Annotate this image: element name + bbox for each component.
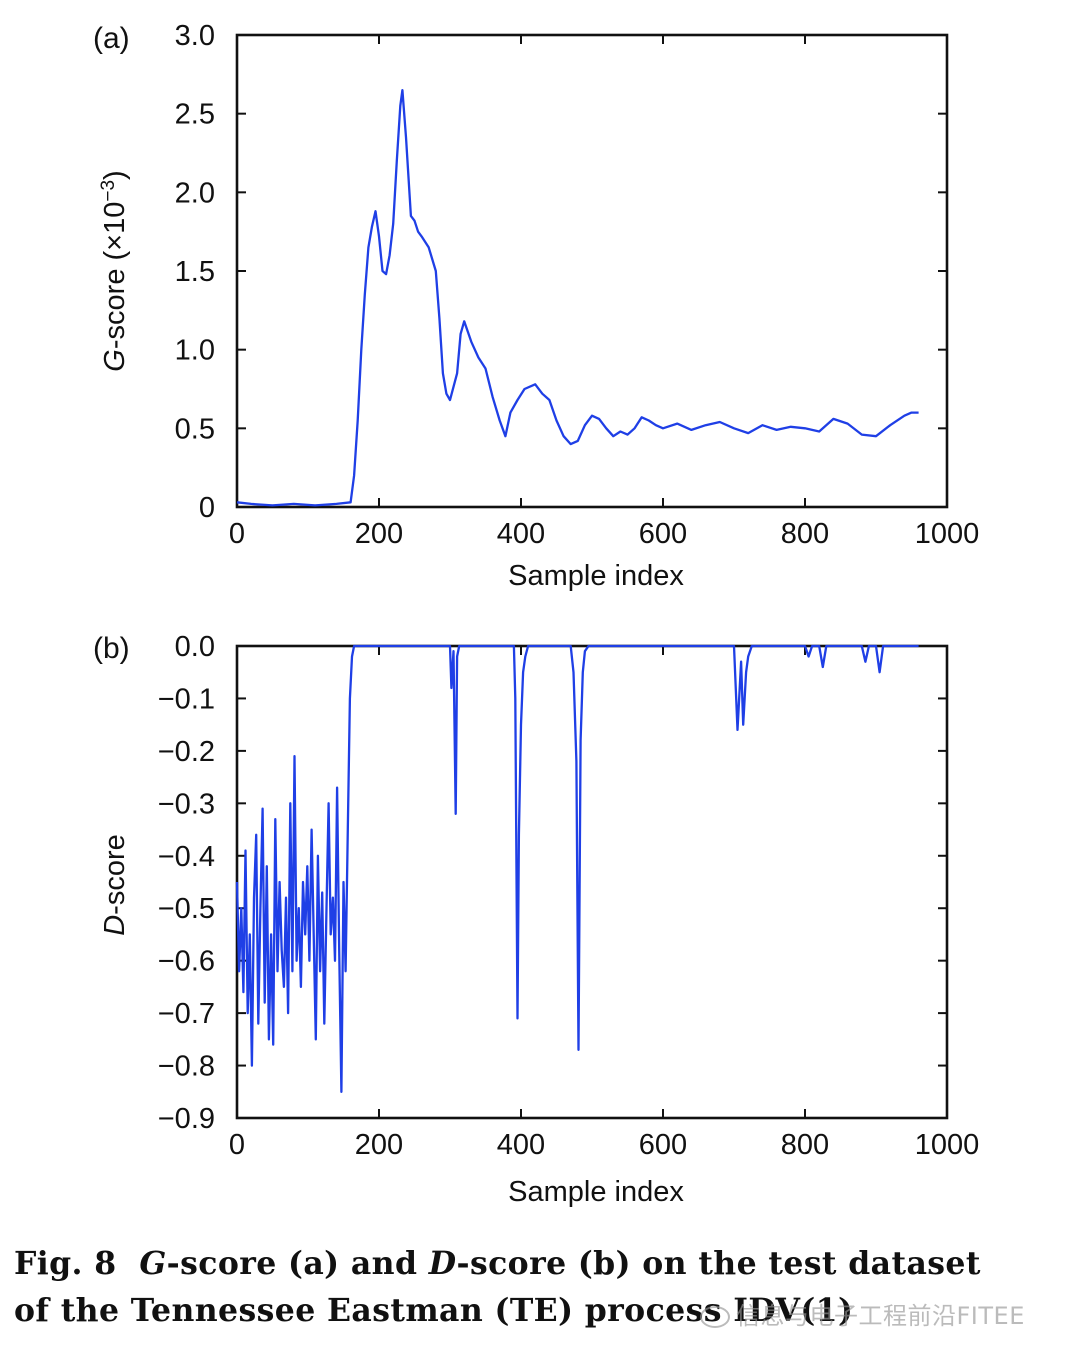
x-tick-label: 400 [497,1129,545,1161]
y-axis-label-a: G-score (×10−3) [98,170,132,371]
y-tick-label: −0.5 [158,893,215,925]
y-label-a-close: ) [99,170,131,180]
y-label-a-rest: -score (×10 [99,202,131,349]
y-tick-label: −0.7 [158,998,215,1030]
y-tick-label: 0 [199,492,215,524]
x-tick-label: 0 [229,518,245,550]
x-tick-label: 400 [497,518,545,550]
y-label-a-sup: −3 [98,180,119,202]
x-axis-label-b: Sample index [508,1176,684,1208]
y-tick-label: 0.0 [175,631,215,663]
watermark: 信息与电子工程前沿FITEE [700,1296,1025,1331]
y-tick-label: −0.8 [158,1051,215,1083]
x-tick-label: 600 [639,1129,687,1161]
y-label-b-rest: -score [99,834,131,915]
y-tick-label: 0.5 [175,413,215,445]
watermark-text: 信息与电子工程前沿FITEE [736,1302,1025,1330]
caption-d: D [428,1245,457,1282]
y-tick-label: 3.0 [175,20,215,52]
panel-b-dscore: (b) 0 200 400 600 800 1000 0.0 −0.1 −0.2 −0.3 −0.4… [93,631,979,1208]
wechat-logo-icon [700,1306,730,1328]
caption-line-1: Fig. 8 G-score (a) and D-score (b) on th… [14,1240,1070,1287]
y-tick-label: −0.9 [158,1103,215,1135]
y-axis-label-b: D-score [99,834,131,936]
y-tick-label: 1.5 [175,256,215,288]
x-tick-label: 1000 [915,1129,980,1161]
gscore-series-line [236,88,919,507]
y-label-a-italic: G [99,349,131,372]
x-axis-label-a: Sample index [508,560,684,592]
y-tick-label: −0.4 [158,841,215,873]
y-tick-label: −0.3 [158,788,215,820]
panel-b-label: (b) [93,632,130,665]
x-tick-label: 800 [781,518,829,550]
caption-text-2: -score (b) on the test dataset [456,1245,981,1282]
panel-a-label: (a) [93,22,130,55]
y-tick-label: −0.1 [158,683,215,715]
caption-fig-number: Fig. 8 [14,1245,117,1282]
dscore-series-line [235,644,919,1093]
caption-text-1: -score (a) and [166,1245,429,1282]
y-tick-label: −0.2 [158,736,215,768]
x-tick-label: 200 [355,1129,403,1161]
plot-area-a [235,33,949,509]
x-tick-label: 200 [355,518,403,550]
x-tick-label: 800 [781,1129,829,1161]
y-tick-label: 2.5 [175,99,215,131]
panel-a-gscore: (a) 0 200 400 600 800 1000 0 0.5 1.0 1.5 2.0 2.5 3.0… [93,20,979,592]
y-tick-label: −0.6 [158,946,215,978]
y-label-b-italic: D [99,915,131,936]
x-tick-label: 1000 [915,518,980,550]
x-tick-label: 600 [639,518,687,550]
y-tick-label: 1.0 [175,335,215,367]
caption-g: G [139,1245,167,1282]
x-tick-label: 0 [229,1129,245,1161]
y-tick-label: 2.0 [175,177,215,209]
